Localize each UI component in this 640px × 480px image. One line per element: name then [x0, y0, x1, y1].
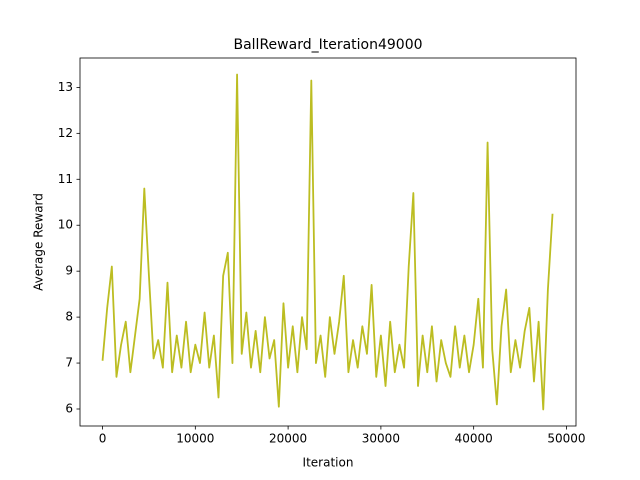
y-tick-label: 11: [58, 172, 73, 186]
x-axis-label: Iteration: [303, 456, 354, 470]
y-tick-label: 13: [58, 80, 73, 94]
x-tick-label: 40000: [455, 432, 493, 446]
y-tick-label: 8: [65, 310, 73, 324]
y-tick-label: 12: [58, 126, 73, 140]
x-tick-label: 10000: [176, 432, 214, 446]
y-tick-label: 6: [65, 402, 73, 416]
y-tick-label: 10: [58, 218, 73, 232]
y-axis-label: Average Reward: [32, 193, 46, 291]
y-tick-label: 7: [65, 356, 73, 370]
data-line: [101, 73, 554, 411]
x-tick-label: 30000: [362, 432, 400, 446]
chart-title: BallReward_Iteration49000: [233, 37, 422, 53]
y-tick-label: 9: [65, 264, 73, 278]
plot-frame: [79, 57, 577, 427]
x-tick-label: 20000: [269, 432, 307, 446]
x-tick-label: 0: [99, 432, 107, 446]
x-tick-label: 50000: [547, 432, 585, 446]
